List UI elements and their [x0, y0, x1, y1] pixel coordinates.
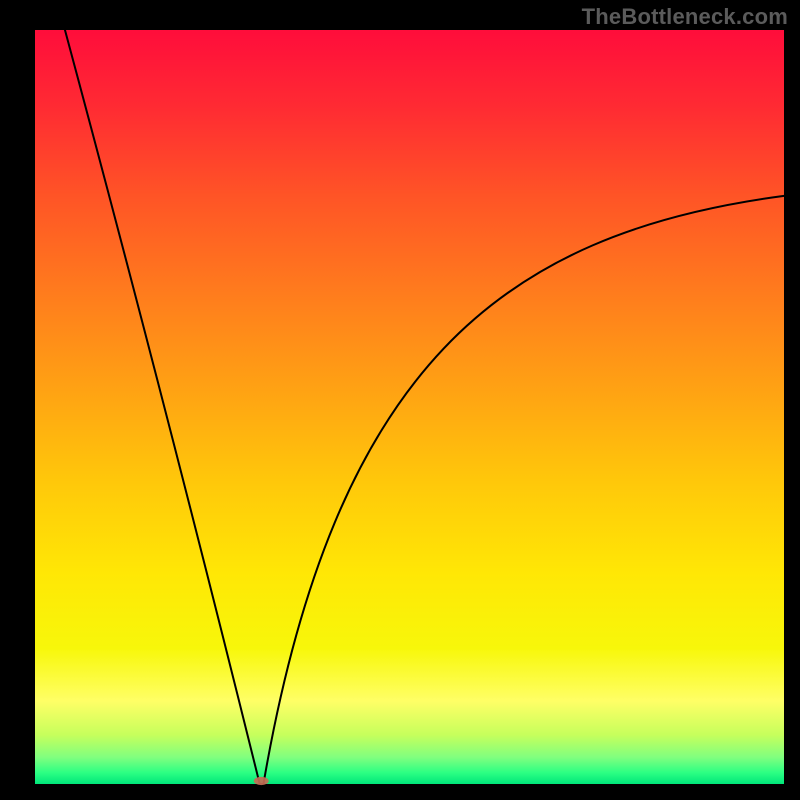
bottleneck-chart: TheBottleneck.com — [0, 0, 800, 800]
chart-canvas — [0, 0, 800, 800]
optimal-point-marker — [254, 777, 269, 785]
plot-background — [35, 30, 784, 784]
watermark-text: TheBottleneck.com — [582, 4, 788, 30]
